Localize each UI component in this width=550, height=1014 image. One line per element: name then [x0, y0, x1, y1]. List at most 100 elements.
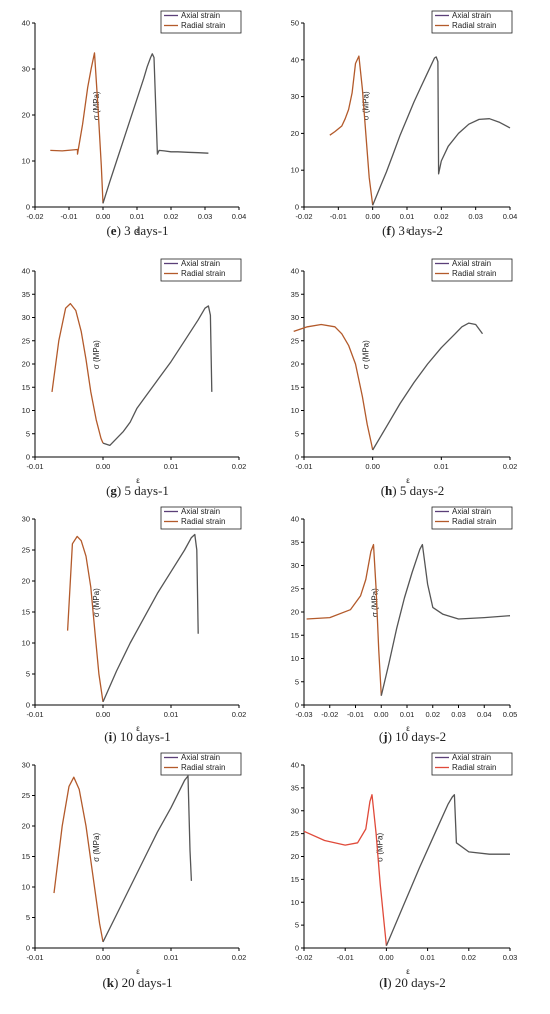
y-tick-label: 5	[295, 429, 299, 438]
panel-caption: (e) 3 days-1	[0, 223, 275, 239]
x-tick-label: 0.01	[420, 953, 435, 962]
y-tick-label: 5	[26, 913, 30, 922]
caption-paren: (	[379, 975, 384, 990]
y-tick-label: 0	[26, 453, 30, 462]
x-tick-label: 0.01	[164, 953, 179, 962]
legend-entry: Radial strain	[452, 269, 496, 278]
legend-entry: Radial strain	[181, 21, 225, 30]
y-tick-label: 15	[22, 852, 30, 861]
radial-strain-line	[293, 323, 374, 451]
chart-panel-g: -0.01 0.00 0.01 0.02 0 5 10 15 20 25 30 35 40 ε σ (MPa…	[22, 258, 247, 485]
y-tick-label: 30	[291, 313, 299, 322]
y-axis-label: σ (MPa)	[370, 588, 379, 617]
y-axis-label: σ (MPa)	[362, 91, 371, 120]
x-tick-label: -0.02	[295, 212, 312, 221]
y-tick-label: 30	[22, 313, 30, 322]
y-tick-label: 15	[291, 383, 299, 392]
x-axis-label: ε	[136, 476, 140, 485]
caption-letter: f	[386, 223, 391, 238]
legend-entry: Axial strain	[452, 753, 491, 762]
x-tick-label: 0.02	[232, 462, 247, 471]
x-tick-label: -0.01	[26, 953, 43, 962]
caption-paren: (	[106, 483, 111, 498]
legend-entry: Radial strain	[452, 21, 496, 30]
chart-panel-l: -0.02 -0.01 0.00 0.01 0.02 0.03 0 5 10 15 20 25 30 35…	[291, 752, 518, 976]
y-axis-label: σ (MPa)	[92, 340, 101, 369]
legend-entry: Radial strain	[452, 517, 496, 526]
y-tick-label: 20	[291, 129, 299, 138]
caption-paren: (	[104, 729, 109, 744]
x-tick-label: 0.00	[96, 710, 111, 719]
y-tick-label: 10	[291, 406, 299, 415]
y-tick-label: 25	[291, 584, 299, 593]
y-tick-label: 0	[295, 453, 299, 462]
radial-strain-line	[303, 794, 388, 946]
x-tick-label: 0.00	[96, 212, 111, 221]
y-tick-label: 15	[22, 608, 30, 617]
legend-entry: Axial strain	[181, 507, 220, 516]
legend-entry: Radial strain	[181, 517, 225, 526]
x-tick-label: 0.02	[232, 953, 247, 962]
y-tick-label: 25	[291, 336, 299, 345]
axial-strain-line	[102, 305, 213, 447]
panel-caption: (j) 10 days-2	[275, 729, 550, 745]
y-axis-label: σ (MPa)	[375, 833, 384, 862]
y-tick-label: 10	[22, 406, 30, 415]
chart-panel-k: -0.01 0.00 0.01 0.02 0 5 10 15 20 25 30 ε σ (MPa) Axi…	[22, 752, 247, 976]
y-tick-label: 25	[291, 829, 299, 838]
panel-caption: (k) 20 days-1	[0, 975, 275, 991]
y-tick-label: 30	[291, 561, 299, 570]
legend-box	[160, 10, 242, 34]
x-tick-label: -0.01	[347, 710, 364, 719]
x-tick-label: 0.03	[451, 710, 466, 719]
y-tick-label: 0	[295, 944, 299, 953]
legend-box	[431, 258, 513, 282]
chart-panel-e: -0.02 -0.01 0.00 0.01 0.02 0.03 0.04 0 10 20 30 40 ε…	[22, 10, 246, 235]
caption-paren: (	[102, 975, 107, 990]
caption-paren: (	[106, 223, 111, 238]
x-tick-label: 0.00	[365, 212, 380, 221]
x-tick-label: 0.03	[468, 212, 483, 221]
x-axis-label: ε	[136, 226, 140, 235]
y-tick-label: 35	[22, 290, 30, 299]
y-tick-label: 15	[291, 875, 299, 884]
axial-strain-line	[372, 56, 511, 206]
x-tick-label: 0.04	[477, 710, 492, 719]
axial-strain-line	[380, 543, 511, 696]
caption-letter: j	[383, 729, 388, 744]
y-tick-label: 0	[26, 701, 30, 710]
chart-panel-i: -0.01 0.00 0.01 0.02 0 5 10 15 20 25 30 ε σ (MPa) Axi…	[22, 506, 246, 733]
legend-entry: Axial strain	[181, 259, 220, 268]
axial-strain-line	[102, 533, 199, 703]
axial-strain-line	[372, 322, 484, 451]
legend-entry: Radial strain	[181, 269, 225, 278]
y-tick-label: 20	[291, 608, 299, 617]
caption-text: ) 10 days-2	[387, 729, 447, 744]
axial-strain-line	[102, 775, 193, 943]
y-tick-label: 25	[22, 791, 30, 800]
caption-text: ) 20 days-2	[387, 975, 446, 990]
x-tick-label: -0.02	[26, 212, 43, 221]
x-tick-label: -0.02	[295, 953, 312, 962]
panel-caption: (f) 3 days-2	[275, 223, 550, 239]
x-tick-label: 0.01	[130, 212, 145, 221]
y-tick-label: 20	[291, 852, 299, 861]
x-tick-label: 0.03	[503, 953, 518, 962]
caption-text: ) 5 days-2	[392, 483, 445, 498]
x-tick-label: 0.01	[164, 462, 179, 471]
x-tick-label: -0.02	[321, 710, 338, 719]
radial-strain-line	[66, 535, 104, 702]
y-tick-label: 35	[291, 290, 299, 299]
caption-letter: l	[383, 975, 388, 990]
y-tick-label: 40	[291, 267, 299, 276]
y-tick-label: 40	[22, 267, 30, 276]
x-tick-label: 0.00	[96, 462, 111, 471]
y-tick-label: 35	[291, 783, 299, 792]
caption-letter: k	[106, 975, 115, 990]
legend-entry: Axial strain	[181, 11, 220, 20]
y-axis-label: σ (MPa)	[92, 588, 101, 617]
x-tick-label: 0.01	[434, 462, 449, 471]
caption-text: ) 3 days-2	[390, 223, 443, 238]
radial-strain-line	[306, 543, 382, 696]
x-tick-label: -0.01	[337, 953, 354, 962]
